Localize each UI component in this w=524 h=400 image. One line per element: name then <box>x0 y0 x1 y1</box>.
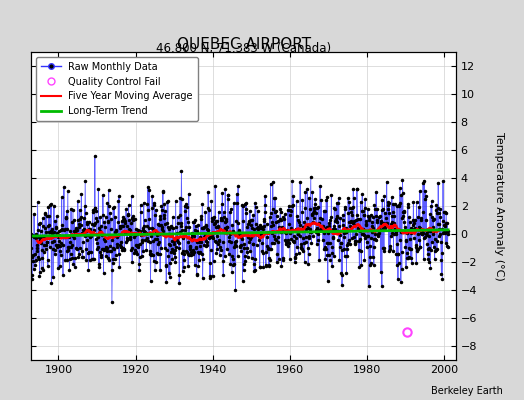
Y-axis label: Temperature Anomaly (°C): Temperature Anomaly (°C) <box>494 132 504 280</box>
Title: QUEBEC AIRPORT: QUEBEC AIRPORT <box>177 37 311 52</box>
Text: Berkeley Earth: Berkeley Earth <box>431 386 503 396</box>
Text: 46.800 N, 71.383 W (Canada): 46.800 N, 71.383 W (Canada) <box>156 42 331 55</box>
Legend: Raw Monthly Data, Quality Control Fail, Five Year Moving Average, Long-Term Tren: Raw Monthly Data, Quality Control Fail, … <box>36 57 198 121</box>
